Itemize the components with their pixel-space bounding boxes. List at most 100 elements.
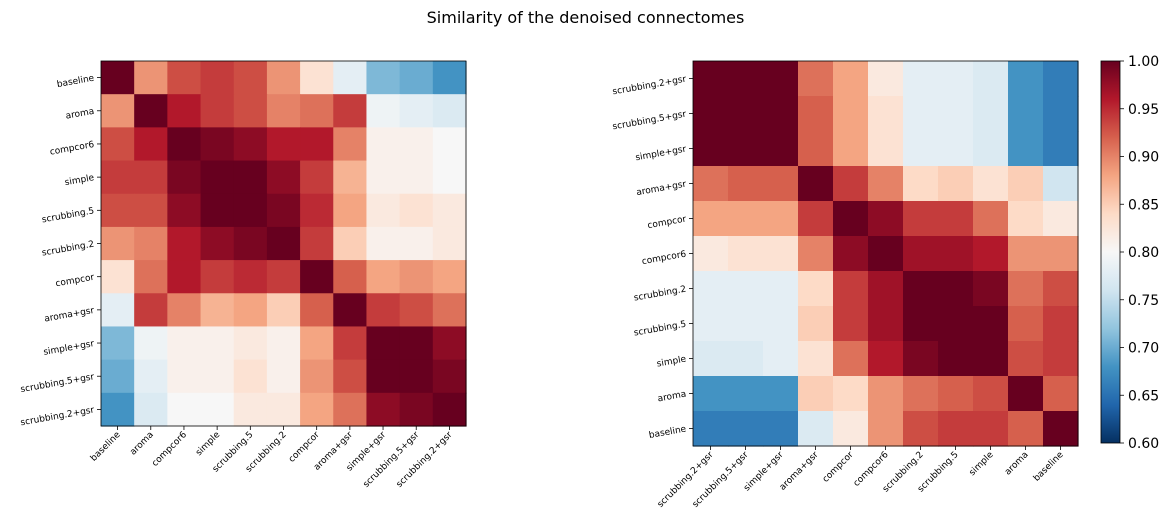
heatmap-cell — [973, 96, 1009, 132]
heatmap-cell — [333, 392, 368, 427]
heatmap-cell — [300, 359, 334, 394]
y-tick-label: baseline — [56, 74, 95, 90]
heatmap-cell — [233, 260, 268, 294]
heatmap-cell — [693, 236, 729, 272]
heatmap-cell — [134, 61, 168, 95]
heatmap-cell — [366, 359, 401, 394]
y-tick-label: simple+gsr — [635, 145, 688, 164]
heatmap-cell — [300, 193, 334, 228]
heatmap-cell — [973, 271, 1009, 307]
heatmap-cell — [300, 94, 334, 128]
heatmap-cell — [868, 96, 904, 132]
heatmap-cell — [763, 411, 799, 447]
heatmap-cell — [200, 326, 235, 361]
heatmap-cell — [366, 293, 401, 328]
heatmap-cell — [1008, 96, 1044, 132]
heatmap-cell — [399, 127, 434, 162]
heatmap-cell — [833, 376, 869, 412]
heatmap-cell — [366, 392, 401, 427]
heatmap-cell — [134, 160, 168, 195]
x-tick-label: simple — [194, 430, 222, 458]
heatmap-cell — [266, 260, 301, 294]
heatmap-cell — [868, 166, 904, 202]
heatmap-cell — [333, 326, 368, 361]
heatmap-cell — [1008, 131, 1044, 167]
heatmap-cell — [868, 411, 904, 447]
heatmap-cell — [728, 306, 764, 342]
colorbar-tick-label: 0.75 — [1128, 293, 1159, 309]
colorbar-tick-label: 0.80 — [1128, 245, 1159, 261]
heatmap-cell — [833, 201, 869, 237]
heatmap-cell — [833, 61, 869, 97]
heatmap-cell — [938, 236, 974, 272]
heatmap-cell — [693, 166, 729, 202]
heatmap-cell — [432, 392, 467, 427]
heatmap-cell — [1043, 271, 1079, 307]
heatmap-cell — [399, 260, 434, 294]
heatmap-cell — [693, 131, 729, 167]
y-tick-label: aroma — [65, 107, 95, 122]
heatmap-cell — [200, 160, 235, 195]
heatmap-cell — [333, 61, 368, 95]
heatmap-cell — [1043, 236, 1079, 272]
heatmap-cell — [366, 94, 401, 128]
heatmap-cell — [763, 271, 799, 307]
heatmap-cell — [101, 326, 135, 361]
heatmap-cell — [798, 271, 834, 307]
heatmap-cell — [101, 392, 135, 427]
heatmap-cell — [399, 193, 434, 228]
heatmap-cell — [1008, 236, 1044, 272]
colorbar: 0.60 0.65 0.70 0.75 0.80 0.85 0.90 0.95 1.00 — [1100, 54, 1159, 452]
heatmap-cell — [134, 293, 168, 328]
heatmap-cell — [868, 131, 904, 167]
heatmap-cell — [833, 271, 869, 307]
heatmap-cell — [798, 61, 834, 97]
heatmap-cell — [333, 293, 368, 328]
heatmap-cell — [101, 260, 135, 294]
heatmap-cell — [266, 94, 301, 128]
y-tick-label: compcor — [55, 273, 96, 290]
colorbar-tick-label: 0.85 — [1128, 197, 1159, 213]
y-tick-label: scrubbing.5 — [633, 320, 687, 339]
y-tick-label: compcor — [647, 215, 688, 232]
heatmap-cell — [366, 61, 401, 95]
heatmap-cell — [233, 326, 268, 361]
heatmap-cell — [399, 359, 434, 394]
heatmap-cell — [399, 326, 434, 361]
heatmap-cell — [798, 96, 834, 132]
heatmap-cell — [167, 293, 202, 328]
heatmap-cell — [333, 160, 368, 195]
heatmap-cell — [1008, 271, 1044, 307]
heatmap-cell — [399, 392, 434, 427]
heatmap-cell — [167, 326, 202, 361]
heatmap-cell — [903, 306, 939, 342]
heatmap-cell — [167, 127, 202, 162]
heatmap-cell — [903, 411, 939, 447]
heatmap-cell — [300, 326, 334, 361]
heatmap-cell — [973, 376, 1009, 412]
heatmap-cell — [101, 293, 135, 328]
heatmap-cell — [333, 193, 368, 228]
heatmap-cell — [903, 131, 939, 167]
heatmap-cell — [366, 127, 401, 162]
y-tick-label: scrubbing.2+gsr — [20, 405, 96, 428]
heatmap-cell — [101, 94, 135, 128]
heatmap-cell — [1043, 131, 1079, 167]
heatmap-cell — [973, 341, 1009, 377]
heatmap-cell — [938, 96, 974, 132]
heatmap-cell — [798, 341, 834, 377]
y-tick-label: scrubbing.2+gsr — [612, 75, 688, 98]
heatmap-cell — [903, 96, 939, 132]
heatmap-cell — [1008, 411, 1044, 447]
heatmap-cell — [868, 271, 904, 307]
heatmap-cell — [399, 293, 434, 328]
heatmap-cell — [399, 160, 434, 195]
heatmap-cell — [432, 226, 467, 261]
heatmap-cell — [200, 61, 235, 95]
heatmap-cell — [167, 61, 202, 95]
heatmap-cell — [728, 166, 764, 202]
heatmap-cell — [432, 160, 467, 195]
heatmap-cell — [938, 411, 974, 447]
heatmap-cell — [134, 260, 168, 294]
heatmap-cell — [432, 127, 467, 162]
